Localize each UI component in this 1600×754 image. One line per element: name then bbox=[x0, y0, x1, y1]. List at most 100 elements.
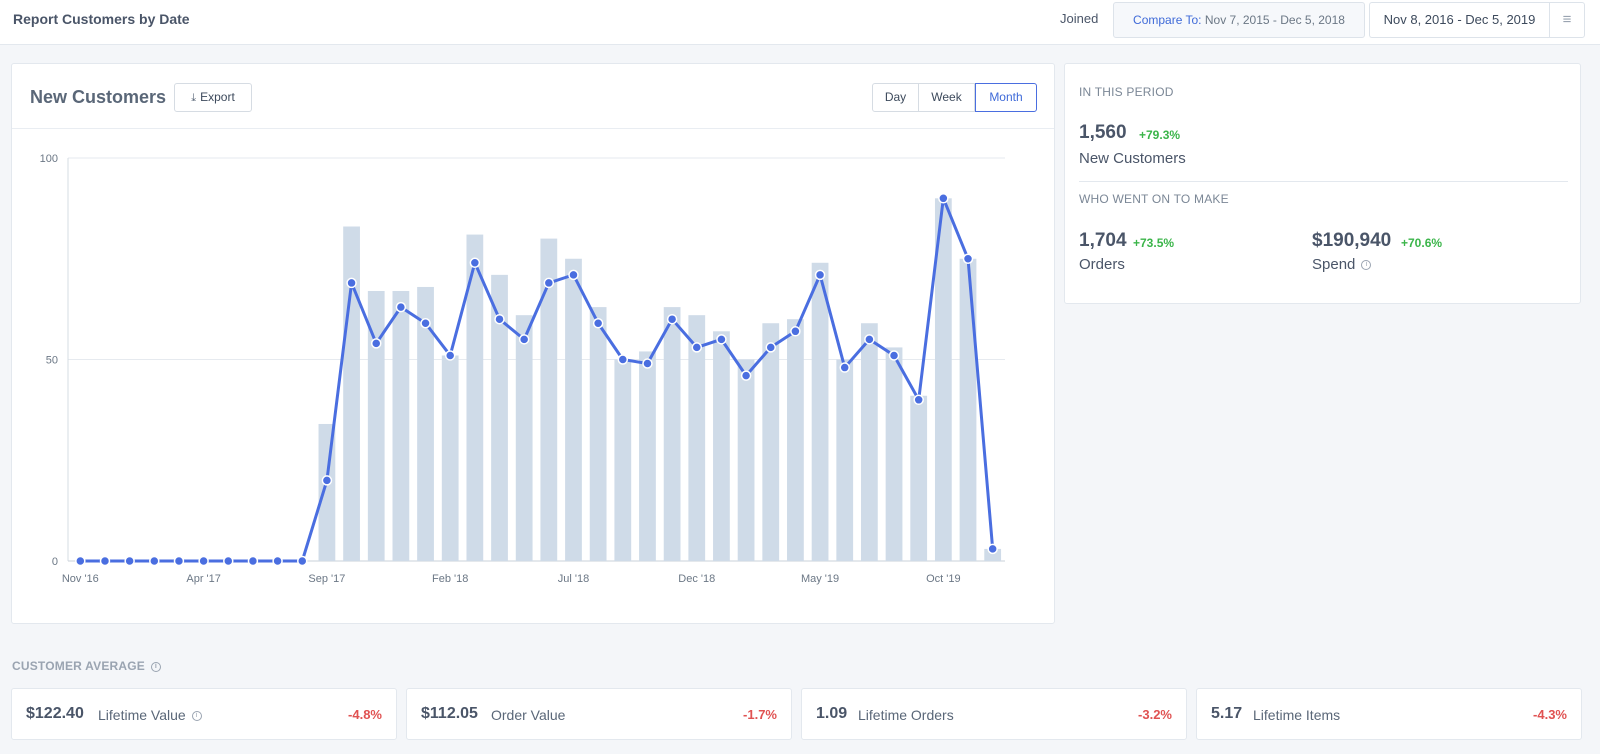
data-point bbox=[666, 313, 678, 325]
bar bbox=[392, 290, 410, 561]
chart-title: New Customers bbox=[30, 87, 167, 107]
avg-name: Lifetime Value i bbox=[98, 707, 202, 723]
bar bbox=[663, 307, 681, 561]
avg-card-lifetime-orders: 1.09 Lifetime Orders -3.2% bbox=[801, 688, 1187, 740]
data-point bbox=[888, 350, 900, 361]
data-point bbox=[592, 317, 604, 329]
data-point bbox=[691, 342, 703, 353]
avg-value: 5.17 bbox=[1211, 705, 1243, 722]
period-week-button[interactable]: Week bbox=[918, 83, 975, 112]
data-point bbox=[75, 555, 86, 567]
bar bbox=[910, 395, 928, 561]
new-customers-value: 1,560 bbox=[1079, 122, 1127, 143]
hamburger-icon[interactable]: ≡ bbox=[1549, 2, 1585, 38]
bar bbox=[466, 234, 484, 561]
data-point bbox=[149, 555, 160, 567]
data-point bbox=[642, 358, 653, 369]
customer-average-title: CUSTOMER AVERAGE bbox=[12, 659, 145, 673]
avg-card-lifetime-items: 5.17 Lifetime Items -4.3% bbox=[1196, 688, 1582, 740]
data-point bbox=[740, 370, 752, 381]
went-on-label: WHO WENT ON TO MAKE bbox=[1079, 192, 1229, 206]
data-point bbox=[272, 555, 283, 567]
data-point bbox=[297, 555, 308, 567]
bar bbox=[860, 323, 878, 561]
avg-change: -1.7% bbox=[743, 707, 777, 722]
data-point bbox=[790, 326, 801, 337]
bar bbox=[639, 351, 656, 561]
data-point bbox=[839, 362, 850, 373]
date-range-button[interactable]: Nov 8, 2016 - Dec 5, 2019 bbox=[1369, 2, 1549, 38]
bar bbox=[515, 315, 533, 561]
period-month-button[interactable]: Month bbox=[975, 83, 1037, 112]
period-stats-card: IN THIS PERIOD 1,560 +79.3% New Customer… bbox=[1064, 63, 1581, 304]
export-button[interactable]: ⤓ Export bbox=[174, 83, 252, 112]
spend-label-wrap: Spend i bbox=[1312, 256, 1372, 273]
bar bbox=[959, 258, 977, 561]
data-point bbox=[543, 277, 555, 289]
data-point bbox=[962, 253, 974, 264]
data-point bbox=[173, 555, 185, 567]
avg-value: $122.40 bbox=[26, 705, 84, 722]
info-icon[interactable]: i bbox=[1361, 260, 1372, 271]
data-point bbox=[913, 394, 924, 406]
avg-value: 1.09 bbox=[816, 705, 848, 722]
y-tick-label: 50 bbox=[46, 355, 58, 367]
spend-label: Spend bbox=[1312, 256, 1356, 273]
data-point bbox=[444, 350, 456, 361]
data-point bbox=[617, 354, 629, 365]
bar bbox=[589, 307, 607, 561]
new-customers-label: New Customers bbox=[1079, 150, 1186, 167]
customer-average-label: CUSTOMER AVERAGE i bbox=[12, 659, 161, 673]
data-point bbox=[321, 475, 333, 486]
y-tick-label: 0 bbox=[52, 556, 58, 568]
x-tick-label: Sep '17 bbox=[308, 573, 345, 585]
avg-name: Lifetime Orders bbox=[858, 707, 954, 723]
data-point bbox=[346, 277, 357, 289]
bar bbox=[836, 359, 854, 561]
info-icon[interactable]: i bbox=[191, 711, 202, 722]
data-point bbox=[420, 317, 431, 329]
data-point bbox=[395, 301, 407, 313]
new-customers-card: New Customers ⤓ Export Day Week Month 0 50… bbox=[11, 63, 1055, 624]
joined-filter[interactable]: Joined bbox=[1060, 11, 1099, 26]
bar bbox=[787, 319, 804, 561]
avg-name: Lifetime Items bbox=[1253, 707, 1341, 723]
export-label: Export bbox=[200, 90, 235, 104]
new-customers-chart: 0 50 100 Nov '16 Apr '17 Sep '17 Feb '18 Jul '1… bbox=[40, 153, 1005, 585]
bar bbox=[367, 290, 385, 561]
data-point bbox=[469, 257, 481, 269]
data-point bbox=[864, 334, 875, 345]
data-point bbox=[938, 193, 949, 204]
x-tick-label: Oct '19 bbox=[926, 573, 961, 585]
data-point bbox=[765, 342, 776, 353]
spend-value: $190,940 bbox=[1312, 230, 1392, 251]
bar bbox=[885, 347, 903, 561]
compare-range-button[interactable]: Compare To: Nov 7, 2015 - Dec 5, 2018 bbox=[1113, 2, 1365, 38]
bar bbox=[737, 359, 755, 561]
data-point bbox=[518, 334, 530, 345]
bar bbox=[417, 286, 434, 561]
top-bar: Report Customers by Date Joined Compare … bbox=[0, 0, 1600, 45]
bar bbox=[565, 258, 582, 561]
orders-label: Orders bbox=[1079, 256, 1125, 273]
bar bbox=[811, 262, 829, 561]
y-tick-label: 100 bbox=[40, 153, 58, 165]
x-tick-label: Jul '18 bbox=[558, 573, 589, 585]
data-point bbox=[124, 555, 135, 567]
avg-card-lifetime-value: $122.40 Lifetime Value i -4.8% bbox=[11, 688, 397, 740]
period-day-button[interactable]: Day bbox=[872, 83, 919, 112]
compare-range: Nov 7, 2015 - Dec 5, 2018 bbox=[1204, 13, 1345, 27]
series-line bbox=[80, 196, 995, 563]
avg-name: Order Value bbox=[491, 707, 566, 723]
info-icon[interactable]: i bbox=[151, 661, 161, 672]
avg-change: -4.8% bbox=[348, 707, 382, 722]
bar bbox=[934, 198, 952, 562]
chart-header: New Customers ⤓ Export Day Week Month bbox=[12, 64, 1054, 129]
avg-change: -4.3% bbox=[1533, 707, 1567, 722]
new-customers-change: +79.3% bbox=[1139, 128, 1181, 142]
bar bbox=[762, 323, 780, 561]
bar bbox=[441, 355, 459, 561]
bar bbox=[343, 226, 360, 561]
x-tick-label: May '19 bbox=[801, 573, 839, 585]
data-point bbox=[568, 269, 579, 281]
